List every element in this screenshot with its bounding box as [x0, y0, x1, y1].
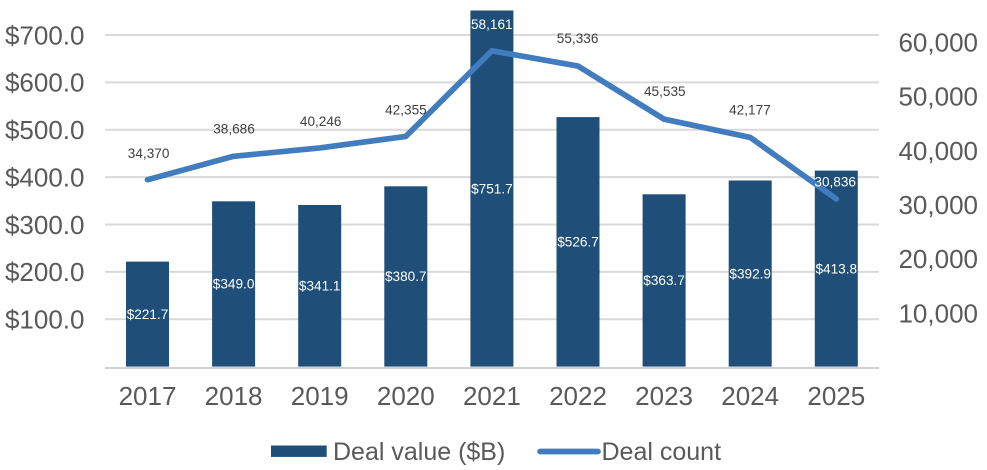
svg-text:2022: 2022	[549, 381, 607, 411]
svg-text:2020: 2020	[377, 381, 435, 411]
svg-text:$200.0: $200.0	[5, 257, 85, 287]
svg-text:$349.0: $349.0	[213, 277, 255, 292]
svg-text:2023: 2023	[635, 381, 693, 411]
svg-text:60,000: 60,000	[898, 27, 978, 57]
svg-text:$221.7: $221.7	[127, 307, 169, 322]
svg-text:42,355: 42,355	[385, 102, 427, 117]
svg-text:$500.0: $500.0	[5, 115, 85, 145]
svg-text:34,370: 34,370	[128, 146, 170, 161]
svg-text:$363.7: $363.7	[643, 273, 685, 288]
svg-text:2018: 2018	[205, 381, 263, 411]
svg-text:50,000: 50,000	[898, 82, 978, 112]
svg-text:2021: 2021	[463, 381, 521, 411]
svg-text:40,000: 40,000	[898, 136, 978, 166]
svg-text:55,336: 55,336	[557, 31, 599, 46]
svg-text:40,246: 40,246	[300, 114, 342, 129]
svg-text:$380.7: $380.7	[385, 269, 427, 284]
svg-text:38,686: 38,686	[213, 122, 255, 137]
svg-text:42,177: 42,177	[729, 102, 771, 117]
svg-text:$751.7: $751.7	[471, 181, 513, 196]
svg-text:2019: 2019	[291, 381, 349, 411]
svg-text:$600.0: $600.0	[5, 68, 85, 98]
svg-text:10,000: 10,000	[898, 298, 978, 328]
svg-text:20,000: 20,000	[898, 244, 978, 274]
svg-text:Deal count: Deal count	[602, 438, 722, 466]
svg-text:2024: 2024	[721, 381, 779, 411]
svg-text:$341.1: $341.1	[299, 279, 341, 294]
svg-text:$400.0: $400.0	[5, 162, 85, 192]
svg-text:$300.0: $300.0	[5, 210, 85, 240]
svg-text:$413.8: $413.8	[816, 261, 858, 276]
svg-text:30,000: 30,000	[898, 190, 978, 220]
svg-text:$526.7: $526.7	[557, 235, 599, 250]
svg-text:2025: 2025	[807, 381, 865, 411]
svg-text:2017: 2017	[119, 381, 177, 411]
svg-text:30,836: 30,836	[814, 175, 856, 190]
svg-text:58,161: 58,161	[471, 17, 513, 32]
svg-text:$392.9: $392.9	[729, 266, 771, 281]
svg-text:45,535: 45,535	[644, 84, 686, 99]
svg-text:$700.0: $700.0	[5, 20, 85, 50]
svg-text:$100.0: $100.0	[5, 305, 85, 335]
svg-text:Deal value ($B): Deal value ($B)	[333, 438, 505, 466]
